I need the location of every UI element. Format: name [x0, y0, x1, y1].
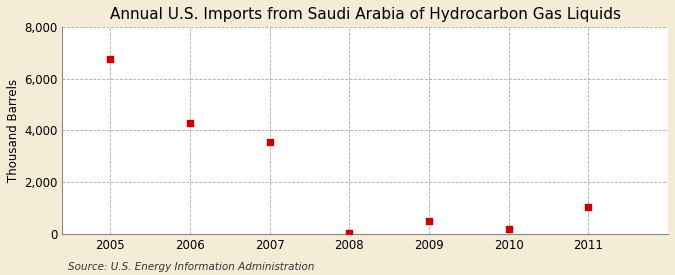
- Point: [105, 57, 115, 61]
- Point: [423, 219, 434, 223]
- Point: [583, 205, 594, 210]
- Title: Annual U.S. Imports from Saudi Arabia of Hydrocarbon Gas Liquids: Annual U.S. Imports from Saudi Arabia of…: [110, 7, 621, 22]
- Point: [344, 231, 354, 235]
- Point: [504, 227, 514, 231]
- Y-axis label: Thousand Barrels: Thousand Barrels: [7, 79, 20, 182]
- Point: [184, 121, 195, 125]
- Text: Source: U.S. Energy Information Administration: Source: U.S. Energy Information Administ…: [68, 262, 314, 272]
- Point: [264, 140, 275, 144]
